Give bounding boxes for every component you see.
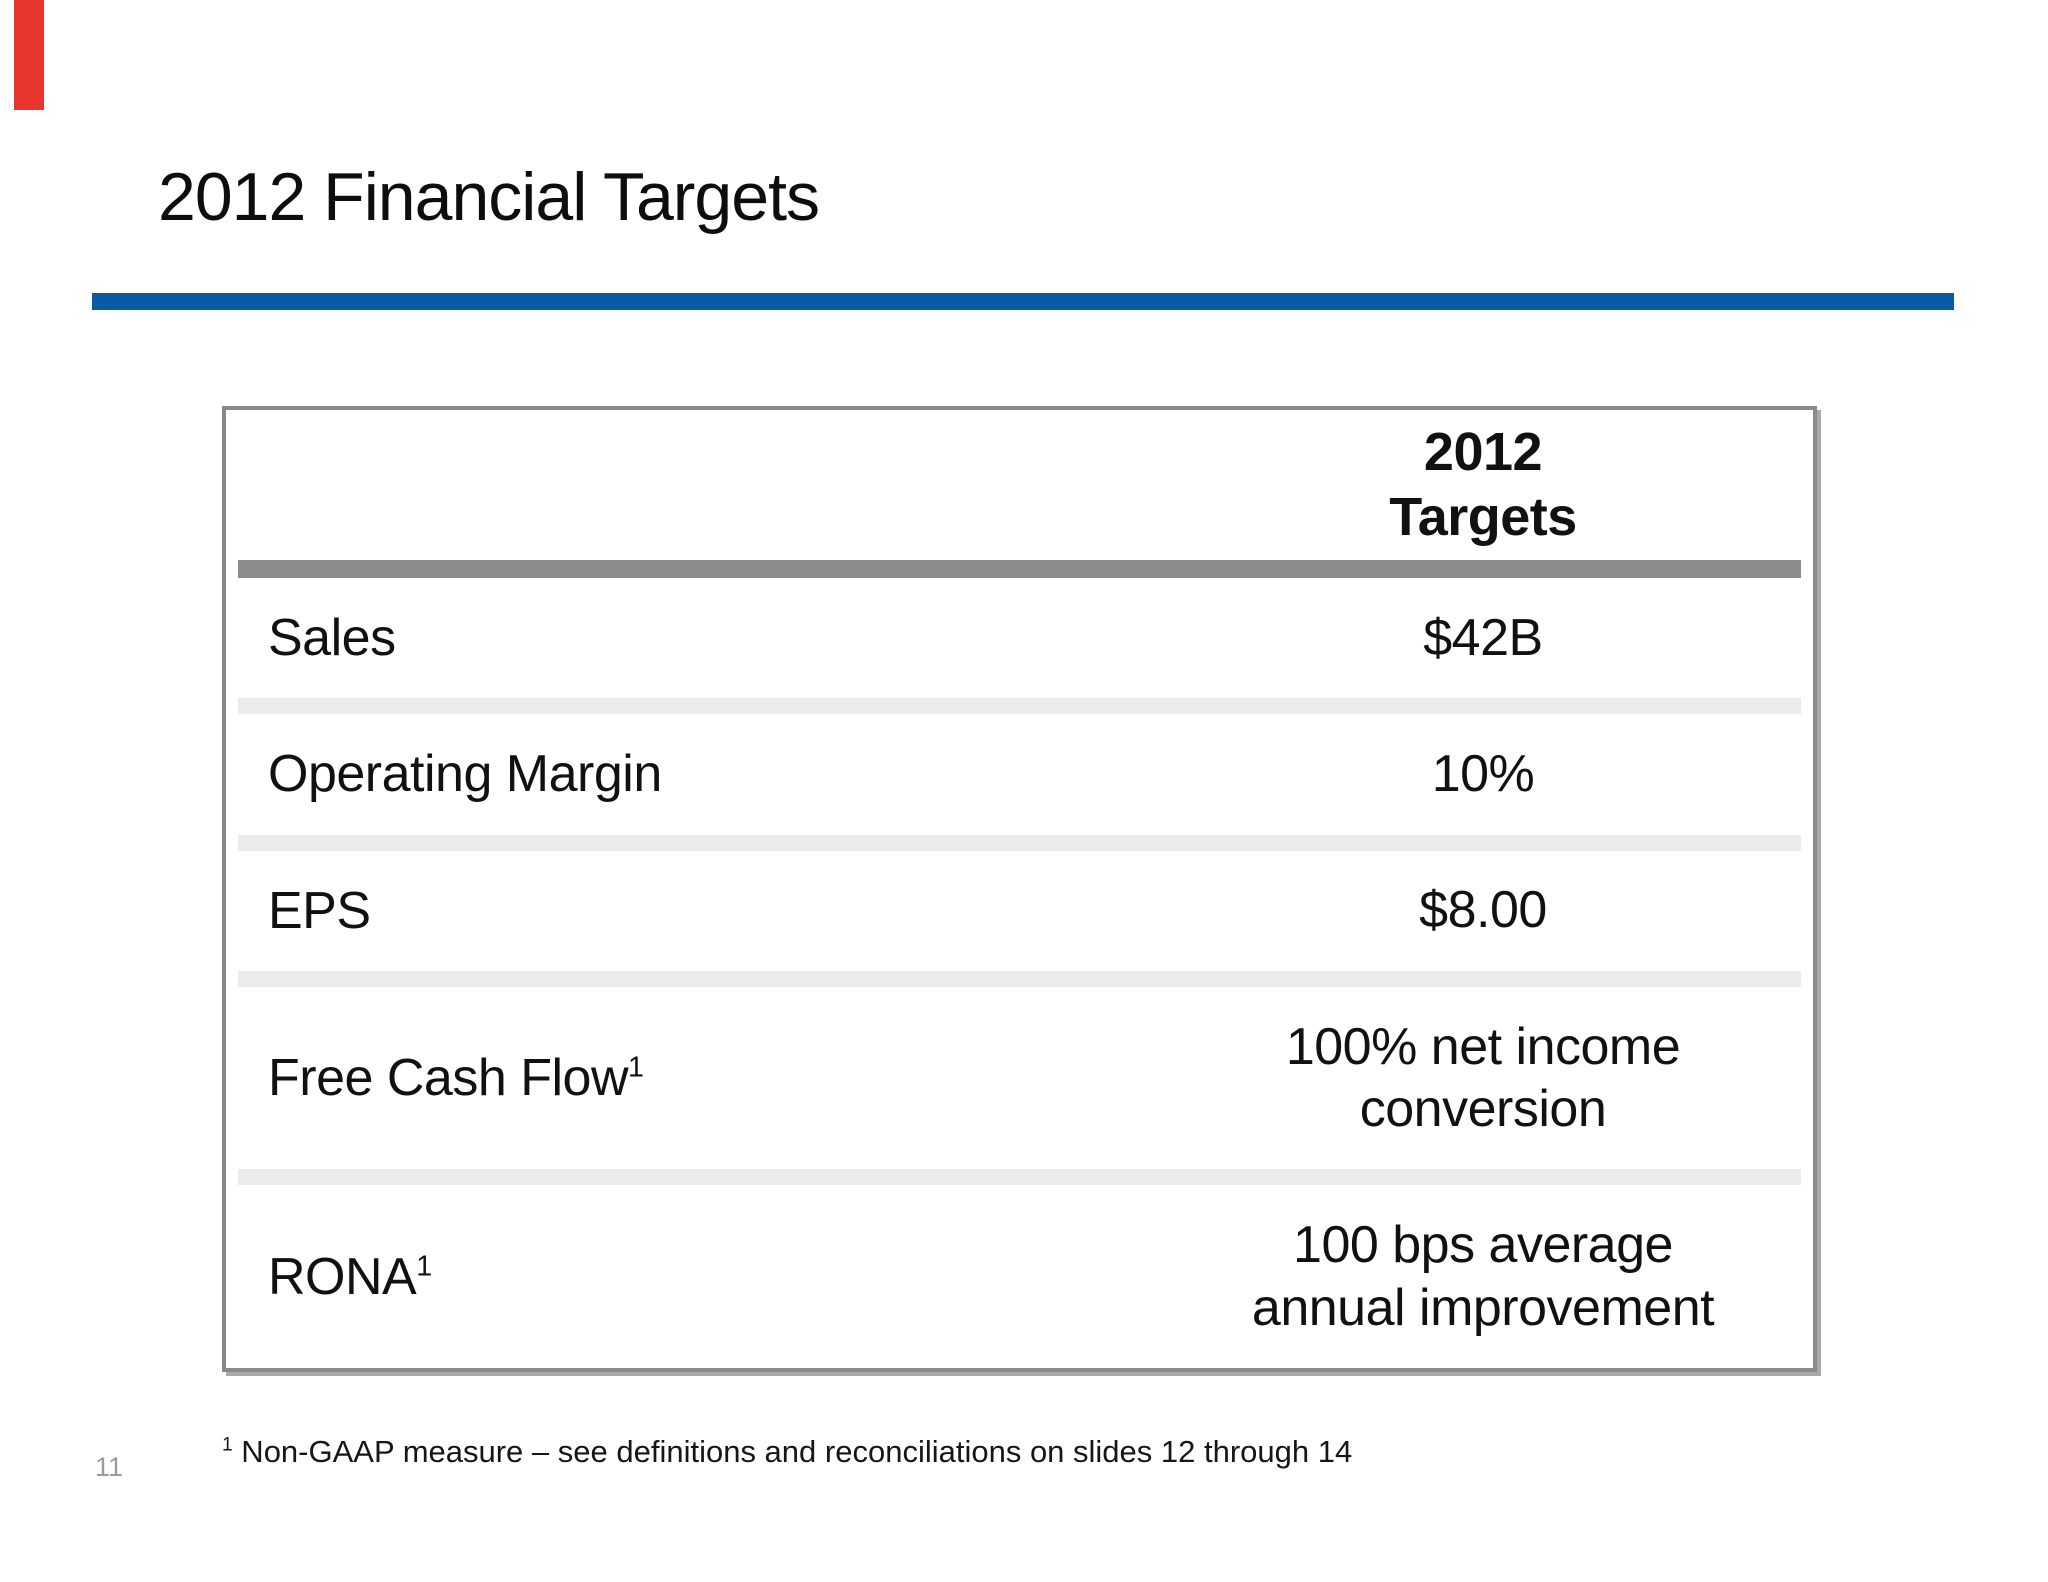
row-separator <box>238 1169 1801 1186</box>
table-row: Operating Margin 10% <box>226 714 1813 834</box>
row-separator <box>238 970 1801 987</box>
row-value-line1: 10% <box>1431 745 1535 804</box>
row-label: Sales <box>226 608 1153 668</box>
row-label-superscript: 1 <box>628 1051 644 1084</box>
row-label-superscript: 1 <box>416 1250 432 1283</box>
title-divider-rule <box>92 293 1954 310</box>
row-label: Operating Margin <box>226 744 1153 804</box>
row-value: 100 bps average annual improvement <box>1153 1214 1813 1339</box>
row-value-line1: 100% net income <box>1285 1017 1681 1076</box>
footnote-text: Non-GAAP measure – see definitions and r… <box>232 1434 1353 1469</box>
header-targets-cell: 2012 Targets <box>1153 420 1813 550</box>
header-line2: Targets <box>1389 487 1577 547</box>
row-value-line1: $42B <box>1423 608 1543 667</box>
row-value: $8.00 <box>1153 879 1813 941</box>
row-separator <box>238 698 1801 715</box>
row-value-line2: conversion <box>1359 1080 1607 1139</box>
page-number: 11 <box>95 1452 124 1482</box>
table-header-row: 2012 Targets <box>226 410 1813 560</box>
financial-targets-table: 2012 Targets Sales $42B Operating Margin… <box>222 406 1817 1372</box>
row-value: $42B <box>1153 607 1813 669</box>
row-label: RONA1 <box>226 1247 1153 1307</box>
row-value-line1: $8.00 <box>1419 881 1547 940</box>
row-label-text: RONA <box>268 1247 417 1306</box>
footnote-superscript: 1 <box>222 1434 233 1456</box>
red-corner-bar <box>14 0 44 110</box>
header-separator-bar <box>238 560 1801 578</box>
table-row: Free Cash Flow1 100% net income conversi… <box>226 987 1813 1170</box>
row-label-text: Sales <box>268 609 396 668</box>
row-value-line2: annual improvement <box>1251 1278 1715 1337</box>
row-separator <box>238 834 1801 851</box>
row-value: 10% <box>1153 743 1813 805</box>
row-value: 100% net income conversion <box>1153 1016 1813 1141</box>
table-row: EPS $8.00 <box>226 851 1813 971</box>
row-label: EPS <box>226 881 1153 941</box>
row-label-text: Free Cash Flow <box>268 1049 629 1108</box>
table-row: RONA1 100 bps average annual improvement <box>226 1185 1813 1368</box>
table-row: Sales $42B <box>226 578 1813 698</box>
row-label: Free Cash Flow1 <box>226 1048 1153 1108</box>
footnote: 1 Non-GAAP measure – see definitions and… <box>222 1434 1352 1470</box>
row-label-text: Operating Margin <box>268 745 662 804</box>
row-label-text: EPS <box>268 881 371 940</box>
page-title: 2012 Financial Targets <box>158 159 820 235</box>
header-line1: 2012 <box>1423 422 1543 483</box>
row-value-line1: 100 bps average <box>1293 1216 1673 1275</box>
